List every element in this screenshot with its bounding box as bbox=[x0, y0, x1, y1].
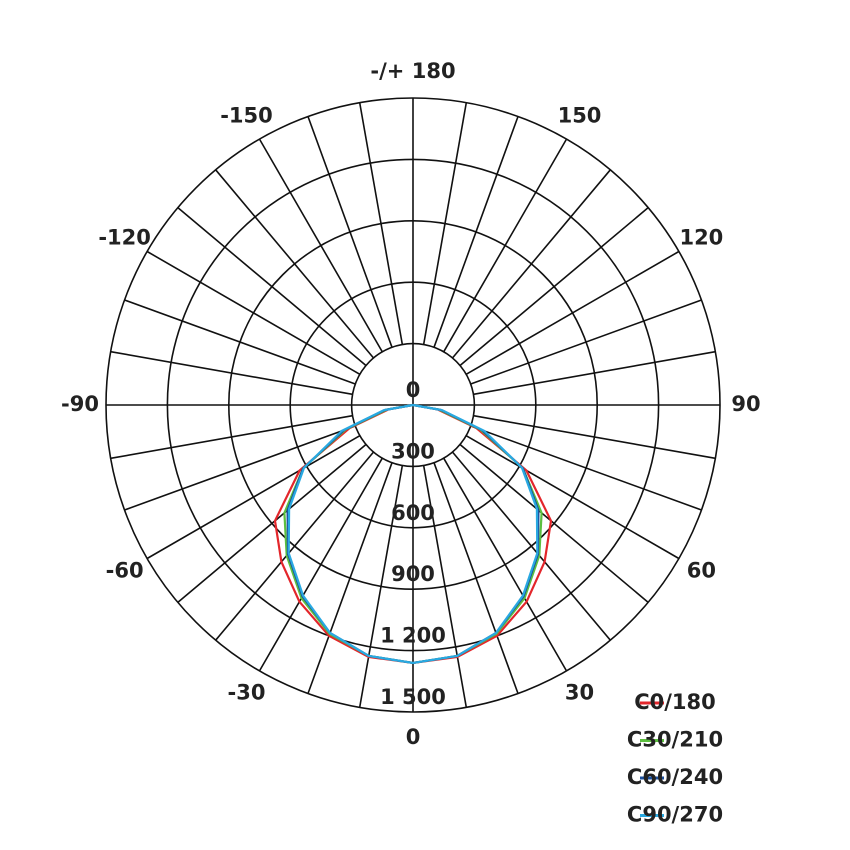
angle-tick-label: 150 bbox=[558, 104, 602, 128]
angle-tick-label: -90 bbox=[61, 392, 99, 416]
r-tick-label: 1 500 bbox=[380, 685, 446, 709]
angle-tick-label: 30 bbox=[565, 680, 594, 704]
grid-ring bbox=[289, 281, 537, 529]
r-tick-label: 600 bbox=[391, 501, 435, 525]
r-tick-label: 1 200 bbox=[380, 624, 446, 648]
grid-ring bbox=[228, 220, 598, 590]
angle-tick-label: -120 bbox=[98, 226, 151, 250]
angle-tick-label: 0 bbox=[406, 725, 421, 749]
angle-tick-label: 120 bbox=[679, 226, 723, 250]
grid-ring bbox=[105, 97, 721, 713]
legend-label: C30/210 bbox=[627, 728, 723, 752]
angle-tick-label: 60 bbox=[687, 559, 716, 583]
angle-tick-label: -60 bbox=[106, 559, 144, 583]
angle-tick-label: -150 bbox=[220, 104, 273, 128]
grid-ring bbox=[350, 342, 476, 468]
angle-tick-label: -/+ 180 bbox=[370, 59, 455, 83]
angle-tick-label: -30 bbox=[228, 680, 266, 704]
grid-ring bbox=[166, 158, 660, 652]
legend-label: C90/270 bbox=[627, 803, 723, 827]
r-tick-label: 0 bbox=[406, 378, 421, 402]
legend-label: C0/180 bbox=[634, 690, 716, 714]
series-line bbox=[287, 403, 539, 664]
angle-tick-label: 90 bbox=[731, 392, 760, 416]
r-tick-label: 300 bbox=[391, 439, 435, 463]
legend-label: C60/240 bbox=[627, 765, 723, 789]
r-tick-label: 900 bbox=[391, 562, 435, 586]
